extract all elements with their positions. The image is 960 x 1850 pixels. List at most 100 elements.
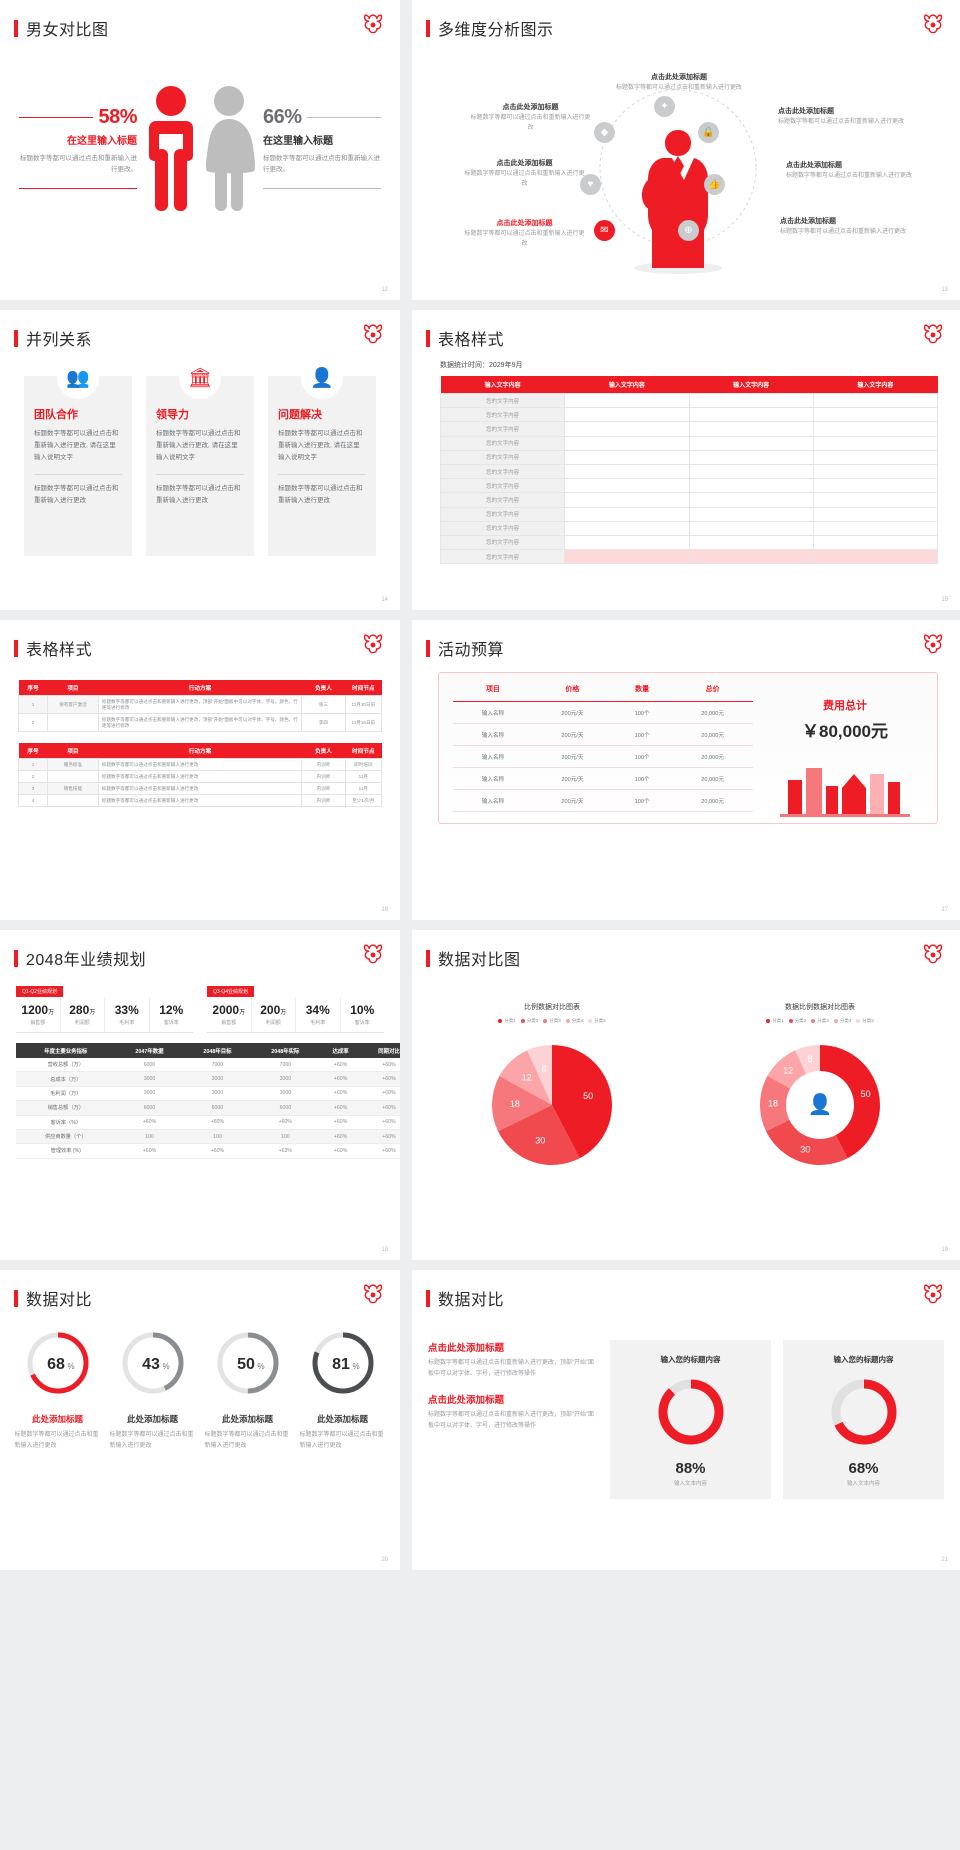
ring-desc: 输入文本内容 bbox=[673, 1481, 707, 1487]
table-cell bbox=[564, 492, 690, 508]
table-header-cell: 2047年数据 bbox=[115, 1043, 184, 1058]
pie-slice-label: 50 bbox=[861, 1089, 871, 1099]
label-desc: 标题数字等都可以通过点击和重新输入进行更改 bbox=[470, 115, 591, 131]
thumbs-up-icon[interactable]: 👍 bbox=[704, 174, 725, 195]
label-desc: 标题数字等都可以通过点击和重新输入进行更改 bbox=[464, 171, 585, 187]
card[interactable]: 👤 问题解决 标题数字等都可以通过点击和重新输入进行更改, 请在这里输入说明文字… bbox=[268, 357, 376, 556]
table-cell: +60% bbox=[361, 1129, 400, 1145]
brand-logo-icon bbox=[923, 944, 943, 964]
total-value: ￥80,000元 bbox=[802, 722, 888, 741]
card[interactable]: 🏛 领导力 标题数字等都可以通过点击和重新输入进行更改, 请在这里输入说明文字 … bbox=[146, 357, 254, 556]
label-title: 点击此处添加标题 bbox=[496, 220, 553, 227]
table-cell bbox=[812, 478, 939, 494]
heart-icon[interactable]: ♥ bbox=[580, 174, 601, 195]
table-cell: 销售总额（万） bbox=[16, 1100, 116, 1116]
page-title: 男女对比图 bbox=[26, 22, 109, 39]
table-header-cell: 同期对比 bbox=[361, 1043, 400, 1058]
ring-desc: 标题数字等都可以通过点击和重新输入进行更改 bbox=[299, 1432, 384, 1449]
table-cell bbox=[812, 520, 939, 536]
table-cell: +60% bbox=[361, 1086, 400, 1102]
charts-row: 比例数据对比图表 分类1 分类2 分类3 分类4 分类5 50 30 18 12 8 数据比例数… bbox=[412, 996, 960, 1185]
pie-chart: 50 30 18 12 8 bbox=[492, 1045, 612, 1165]
table-row: 您的文字内容 bbox=[439, 492, 939, 508]
slide-21: 数据对比 点击此处添加标题 标题数字等都可以通过点击和重新输入进行更改，顶部“开… bbox=[412, 1270, 960, 1570]
card-title: 团队合作 bbox=[34, 409, 78, 421]
card[interactable]: 👥 团队合作 标题数字等都可以通过点击和重新输入进行更改, 请在这里输入说明文字… bbox=[24, 357, 132, 556]
rocket-icon[interactable]: ✦ bbox=[654, 96, 675, 117]
legend-dot bbox=[788, 1019, 793, 1023]
table-header-row: 年度主要业务指标 2047年数据 2048年目标 2048年实际 达成率 同期对比 bbox=[16, 1043, 400, 1058]
pie-slice bbox=[820, 1045, 880, 1159]
table-header-cell: 2048年目标 bbox=[183, 1043, 252, 1058]
table-row: 您的文字内容 bbox=[439, 534, 939, 551]
table-cell bbox=[688, 407, 814, 423]
table-cell bbox=[812, 534, 939, 551]
table-cell bbox=[812, 392, 939, 409]
table-row: 您的文字内容 bbox=[439, 449, 939, 465]
page-number: 13 bbox=[941, 287, 948, 293]
brand-logo-icon bbox=[363, 324, 383, 344]
table-row: 输入名称 200元/天 100个 20,000元 bbox=[453, 701, 753, 724]
ring-progress bbox=[122, 1332, 183, 1394]
table-cell: +60% bbox=[319, 1129, 362, 1145]
table-cell: 20,000元 bbox=[672, 723, 753, 746]
table-cell: 100个 bbox=[611, 723, 673, 746]
brand-logo-icon bbox=[363, 14, 383, 34]
slide-17-header: 活动预算 bbox=[412, 620, 960, 660]
ring-desc: 标题数字等都可以通过点击和重新输入进行更改 bbox=[204, 1432, 289, 1449]
table-header-row: 输入文字内容 输入文字内容 输入文字内容 输入文字内容 bbox=[440, 376, 938, 394]
table-cell: 您的文字内容 bbox=[439, 478, 566, 494]
diagram-label-upper-left: 点击此处添加标题 标题数字等都可以通过点击和重新输入进行更改 bbox=[468, 102, 593, 134]
kpi-cell: 2000万 销售额 bbox=[207, 998, 252, 1032]
title-bar-accent bbox=[14, 19, 18, 37]
table-cell: 营收总额（万） bbox=[16, 1058, 116, 1073]
table-header-cell: 达成率 bbox=[319, 1043, 362, 1058]
table-cell: 6000 bbox=[183, 1100, 252, 1116]
card-text-2: 标题数字等都可以通过点击和重新输入进行更改 bbox=[278, 485, 363, 505]
label-desc: 标题数字等都可以通过点击和重新输入进行更改 bbox=[780, 229, 907, 235]
ring-unit: % bbox=[162, 1362, 169, 1371]
table-body: 1 服务标准 标题数字等都可以通过点击和重新输入进行更改 内训师 即时培训 2 标题数字等都… bbox=[17, 758, 383, 807]
table-cell bbox=[564, 392, 690, 409]
cell-owner: 内训师 bbox=[301, 758, 346, 771]
table-cell: 您的文字内容 bbox=[439, 520, 566, 536]
donut-hole bbox=[788, 1073, 852, 1137]
page-title: 数据对比 bbox=[26, 1292, 93, 1309]
pie-slice-label: 50 bbox=[583, 1091, 593, 1101]
chart-legend: 分类1 分类2 分类3 分类4 分类5 bbox=[418, 1018, 686, 1024]
multi-dimension-diagram: ✦ 🔒 👍 ⊕ ✉ ♥ ◆ 点击此处添加标题 标题数字等都可以通过点击和重新输入… bbox=[412, 40, 960, 290]
diamond-icon[interactable]: ◆ bbox=[594, 122, 615, 143]
pie-slice-label: 12 bbox=[783, 1065, 793, 1075]
podium-speaker-icon: 🏛 bbox=[179, 357, 221, 399]
chat-icon[interactable]: ✉ bbox=[594, 220, 615, 241]
legend-dot bbox=[520, 1019, 525, 1023]
label-title: 点击此处添加标题 bbox=[502, 104, 559, 111]
table-body: 1 保有客户激活 标题数字等都可以通过点击和重新输入进行更改，顶部“开始”面板中可以… bbox=[17, 695, 383, 732]
legend-label: 分类2 bbox=[526, 1018, 539, 1023]
ring-value: 50 bbox=[237, 1356, 255, 1373]
legend-item: 分类2 bbox=[520, 1018, 539, 1024]
cell-no: 2 bbox=[17, 770, 49, 783]
table-cell: 您的文字内容 bbox=[439, 421, 566, 437]
female-desc: 标题数字等都可以通过点击和重新输入进行更改。 bbox=[263, 154, 380, 174]
cell-owner: 张三 bbox=[301, 695, 346, 714]
cell-no: 2 bbox=[17, 713, 49, 732]
table-header-cell: 负责人 bbox=[301, 743, 346, 759]
ring-unit: % bbox=[257, 1362, 264, 1371]
table-cell: +60% bbox=[319, 1115, 362, 1130]
table-row: 您的文字内容 bbox=[439, 435, 939, 451]
cell-plan: 标题数字等都可以通过点击和重新输入进行更改，顶部“开始”面板中可以对字体、字号、… bbox=[97, 695, 303, 714]
page-title: 表格样式 bbox=[438, 332, 505, 349]
cell-item bbox=[47, 713, 99, 732]
table-cell: +60% bbox=[319, 1143, 362, 1159]
text-column: 点击此处添加标题 标题数字等都可以通过点击和重新输入进行更改，顶部“开始”面板中… bbox=[428, 1340, 598, 1499]
lock-icon[interactable]: 🔒 bbox=[698, 122, 719, 143]
kpi-value: 280万 bbox=[69, 1003, 96, 1017]
table-row: 1 服务标准 标题数字等都可以通过点击和重新输入进行更改 内训师 即时培训 bbox=[17, 758, 383, 771]
block-desc: 标题数字等都可以通过点击和重新输入进行更改，顶部“开始”面板中可以对字体、字号，… bbox=[428, 1412, 594, 1430]
label-desc: 标题数字等都可以通过点击和重新输入进行更改 bbox=[786, 173, 913, 179]
page-number: 19 bbox=[941, 1247, 948, 1253]
cell-time: 至少1次/月 bbox=[344, 794, 383, 807]
globe-icon[interactable]: ⊕ bbox=[678, 220, 699, 241]
table-cell: 您的文字内容 bbox=[439, 549, 566, 565]
